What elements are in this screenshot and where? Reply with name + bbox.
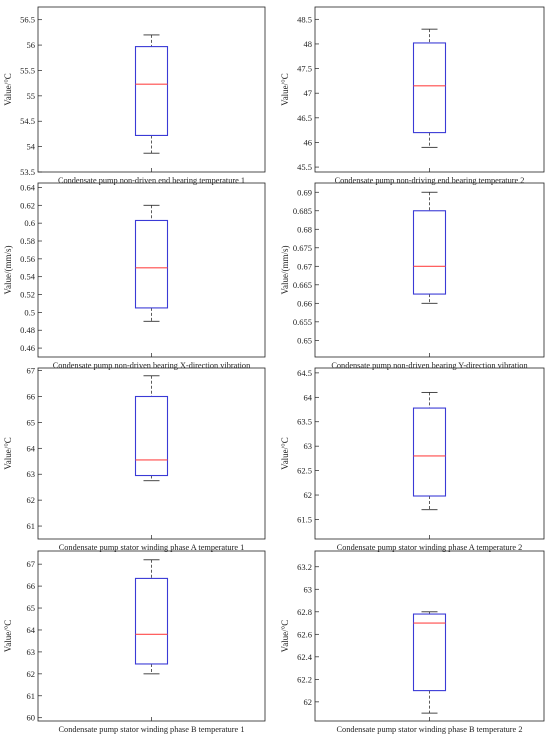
y-tick-label: 54.5 [20,116,35,126]
y-tick-label: 48.5 [297,14,312,24]
y-tick-label: 62 [27,495,36,505]
chart-title: Condensate pump non-driven bearing X-dir… [53,361,251,370]
y-tick-label: 0.56 [20,254,35,264]
y-tick-label: 48 [304,39,313,49]
y-tick-label: 0.58 [20,236,35,246]
chart-panel-1: 53.5 54 54.5 55 55.5 56 56.5 Value/°C Condensate… [3,6,266,185]
chart-panel-6: 61.5 62 62.5 63 63.5 64 64.5 Value/°C Condensate… [280,367,545,552]
y-tick-label: 63.5 [297,417,312,427]
iqr-box [134,395,169,477]
y-tick-label: 62.5 [297,466,312,476]
iqr-box [412,613,447,692]
chart-panel-2: 45.5 46 46.5 47 47.5 48 48.5 Value/°C Condensate… [280,6,545,185]
y-tick-label: 53.5 [20,167,35,177]
iqr-box [412,42,447,134]
iqr-box [134,219,169,309]
y-tick-label: 46 [304,137,313,147]
y-tick-label: 66 [27,581,36,591]
y-tick-label: 60 [27,713,36,723]
y-tick-label: 67 [27,559,36,569]
y-tick-label: 0.54 [20,272,36,282]
y-tick-label: 0.46 [20,343,35,353]
chart-title: Condensate pump non-driven bearing Y-dir… [331,361,528,370]
y-tick-label: 54 [27,142,36,152]
y-tick-label: 0.64 [20,182,36,192]
chart-panel-5: 61 62 63 64 65 66 67 Value/°C Condensate pump st… [3,366,266,552]
chart-title: Condensate pump stator winding phase B t… [337,725,523,734]
y-tick-label: 0.66 [297,298,312,308]
y-tick-label: 63 [27,647,36,657]
y-tick-label: 56 [27,40,36,50]
chart-panel-7: 60 61 62 63 64 65 66 67 Value/°C Condensate pump … [3,550,266,734]
y-axis-label: Value/(mm/s) [3,246,13,295]
chart-panel-3: 0.46 0.48 0.5 0.52 0.54 0.56 0.58 0.6 0.62 0.64 Va… [3,182,266,370]
y-tick-label: 56.5 [20,15,35,25]
y-axis-label: Value/°C [3,437,13,470]
y-tick-label: 0.62 [20,200,35,210]
y-axis-label: Value/°C [3,620,13,653]
chart-title: Condensate pump stator winding phase A t… [337,543,523,552]
chart-title: Condensate pump non-driving end bearing … [335,176,525,185]
plot-frame [37,182,266,358]
y-tick-label: 64 [304,392,313,402]
y-tick-label: 0.6 [24,218,35,228]
iqr-box [134,46,169,136]
y-tick-label: 0.685 [293,206,312,216]
y-tick-label: 62.2 [297,674,312,684]
y-axis-label: Value/°C [280,620,290,653]
y-tick-label: 65 [27,603,36,613]
y-tick-label: 63 [27,469,36,479]
y-tick-label: 47 [304,88,313,98]
y-tick-label: 61.5 [297,514,312,524]
y-tick-label: 0.69 [297,187,312,197]
y-tick-label: 61 [27,691,36,701]
y-tick-label: 63.2 [297,562,312,572]
y-tick-label: 67 [27,366,36,376]
y-tick-label: 64 [27,625,36,635]
y-tick-label: 64.5 [297,368,312,378]
iqr-box [134,577,169,665]
y-tick-label: 0.68 [297,224,312,234]
y-axis-label: Value/(mm/s) [280,246,290,295]
y-tick-label: 0.655 [293,317,312,327]
y-tick-label: 65 [27,417,36,427]
iqr-box [412,210,447,295]
y-tick-label: 62 [27,669,36,679]
y-tick-label: 0.67 [297,261,312,271]
y-tick-label: 55.5 [20,65,35,75]
y-tick-label: 46.5 [297,113,312,123]
y-tick-label: 63 [304,441,313,451]
y-tick-label: 62.6 [297,629,312,639]
chart-title: Condensate pump stator winding phase A t… [59,543,245,552]
plot-frame [314,550,545,722]
y-axis-label: Value/°C [280,437,290,470]
y-tick-label: 66 [27,392,36,402]
iqr-box [412,407,447,497]
y-tick-label: 62 [304,490,313,500]
y-tick-label: 0.675 [293,243,312,253]
chart-title: Condensate pump non-driven end bearing t… [58,176,245,185]
y-tick-label: 63 [304,584,313,594]
y-tick-label: 62.8 [297,607,312,617]
chart-panel-8: 62 62.2 62.4 62.6 62.8 63 63.2 Value/°C Condensa… [280,550,545,734]
y-tick-label: 47.5 [297,64,312,74]
y-tick-label: 0.48 [20,325,35,335]
chart-panel-4: 0.65 0.655 0.66 0.665 0.67 0.675 0.68 0.685 0.69… [280,182,545,370]
y-axis-label: Value/°C [3,73,13,106]
y-tick-label: 55 [27,91,36,101]
y-tick-label: 45.5 [297,162,312,172]
y-tick-label: 62.4 [297,652,313,662]
y-axis-label: Value/°C [280,73,290,106]
y-tick-label: 0.52 [20,290,35,300]
chart-title: Condensate pump stator winding phase B t… [59,725,245,734]
y-tick-label: 61 [27,521,36,531]
y-tick-label: 62 [304,697,313,707]
y-tick-label: 0.65 [297,335,312,345]
y-tick-label: 0.665 [293,280,312,290]
y-tick-label: 64 [27,443,36,453]
y-tick-label: 0.5 [24,307,35,317]
